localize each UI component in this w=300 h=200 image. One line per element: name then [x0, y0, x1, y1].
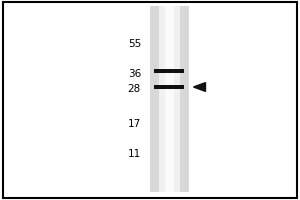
Bar [154, 69, 184, 73]
Bar [154, 85, 184, 89]
Bar [165, 6, 174, 192]
Text: 11: 11 [128, 149, 141, 159]
Bar [159, 6, 180, 192]
Text: 36: 36 [128, 69, 141, 79]
Bar [150, 6, 189, 192]
Text: 28: 28 [128, 84, 141, 94]
Polygon shape [194, 83, 206, 91]
Text: 17: 17 [128, 119, 141, 129]
Text: 55: 55 [128, 39, 141, 49]
